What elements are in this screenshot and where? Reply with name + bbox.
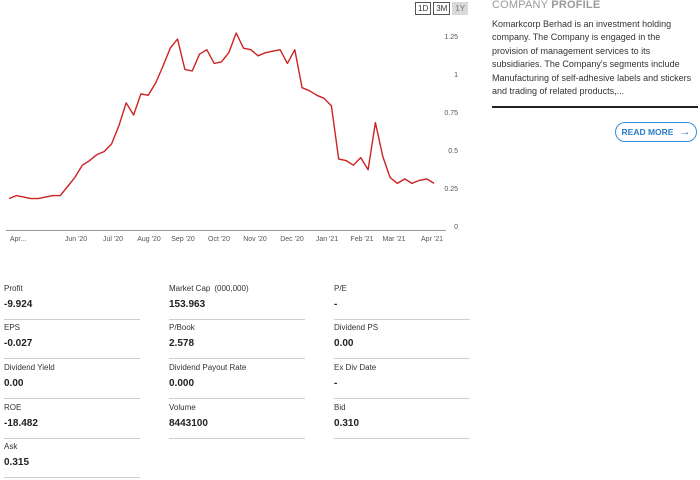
stat-label: Ex Div Date — [334, 363, 377, 372]
x-tick-label: Nov '20 — [243, 236, 267, 243]
range-selector: 1D 3M 1Y — [415, 2, 469, 15]
y-tick-label: 0 — [454, 224, 458, 231]
stat-value: 8443100 — [169, 418, 208, 429]
stat-dividend-yield: Dividend Yield 0.00 — [4, 363, 140, 399]
stat-profit: Profit -9.924 — [4, 284, 140, 320]
price-chart: 0 0.25 0.5 0.75 1 1.25 Apr... Jun '20 Jul '20 Aug… — [6, 32, 458, 243]
y-tick-label: 1.25 — [444, 34, 458, 41]
stat-value: -18.482 — [4, 418, 38, 429]
profile-title-bold: PROFILE — [551, 0, 601, 11]
y-tick-label: 1 — [454, 72, 458, 79]
read-more-label: READ MORE — [621, 127, 674, 137]
stat-value: 0.000 — [169, 378, 195, 389]
stat-value: 0.00 — [4, 378, 24, 389]
x-tick-label: Feb '21 — [350, 236, 373, 243]
arrow-right-icon: → — [679, 126, 691, 138]
stat-value: 0.00 — [334, 338, 354, 349]
stat-roe: ROE -18.482 — [4, 403, 140, 439]
stat-label: Dividend Payout Rate — [169, 363, 247, 372]
range-3m-button[interactable]: 3M — [433, 2, 451, 15]
x-tick-label: Jun '20 — [65, 236, 87, 243]
y-tick-label: 0.75 — [444, 110, 458, 117]
stat-label: Ask — [4, 442, 18, 451]
read-more-button[interactable]: READ MORE → — [615, 122, 697, 142]
stat-value: 0.310 — [334, 418, 360, 429]
x-tick-label: Apr '21 — [421, 236, 443, 243]
x-tick-label: Sep '20 — [171, 236, 195, 243]
stat-label: Bid — [334, 403, 346, 412]
stat-unit: (000,000) — [214, 284, 249, 293]
stat-label-text: Market Cap — [169, 284, 211, 293]
stat-value: -0.027 — [4, 338, 33, 349]
stat-value: - — [334, 299, 338, 310]
x-tick-label: Jan '21 — [316, 236, 338, 243]
stat-value: 153.963 — [169, 299, 206, 310]
x-tick-label: Mar '21 — [382, 236, 405, 243]
stat-pe: P/E - — [334, 284, 470, 320]
profile-title: COMPANY PROFILE — [492, 0, 698, 13]
stat-value: -9.924 — [4, 299, 33, 310]
stat-value: 2.578 — [169, 338, 195, 349]
stat-market-cap: Market Cap (000,000) 153.963 — [169, 284, 305, 320]
stat-ask: Ask 0.315 — [4, 442, 140, 478]
profile-divider — [492, 106, 698, 109]
profile-description: Komarkcorp Berhad is an investment holdi… — [492, 19, 692, 97]
company-profile: COMPANY PROFILE Komarkcorp Berhad is an … — [492, 0, 698, 142]
stat-volume: Volume 8443100 — [169, 403, 305, 439]
x-tick-label: Oct '20 — [208, 236, 230, 243]
stat-label: P/Book — [169, 323, 195, 332]
price-series-line — [8, 32, 435, 200]
stat-eps: EPS -0.027 — [4, 323, 140, 359]
stat-dividend-ps: Dividend PS 0.00 — [334, 323, 470, 359]
stat-pbook: P/Book 2.578 — [169, 323, 305, 359]
x-tick-label: Jul '20 — [103, 236, 123, 243]
stat-dividend-payout-rate: Dividend Payout Rate 0.000 — [169, 363, 305, 399]
x-tick-label: Aug '20 — [137, 236, 161, 243]
x-tick-label: Apr... — [10, 236, 26, 243]
x-tick-label: Dec '20 — [280, 236, 304, 243]
stat-label: ROE — [4, 403, 22, 412]
y-tick-label: 0.25 — [444, 186, 458, 193]
stat-bid: Bid 0.310 — [334, 403, 470, 439]
stat-label: Volume — [169, 403, 196, 412]
stat-value: - — [334, 378, 338, 389]
stat-label: EPS — [4, 323, 21, 332]
stat-label: Market Cap (000,000) — [169, 284, 305, 296]
stat-label: Dividend PS — [334, 323, 379, 332]
stat-label: Profit — [4, 284, 23, 293]
stat-label: Dividend Yield — [4, 363, 55, 372]
range-1y-button[interactable]: 1Y — [452, 2, 469, 15]
stat-ex-div-date: Ex Div Date - — [334, 363, 470, 399]
profile-title-light: COMPANY — [492, 0, 549, 11]
y-tick-label: 0.5 — [448, 148, 458, 155]
range-1d-button[interactable]: 1D — [415, 2, 432, 15]
stat-value: 0.315 — [4, 457, 30, 468]
stat-label: P/E — [334, 284, 347, 293]
